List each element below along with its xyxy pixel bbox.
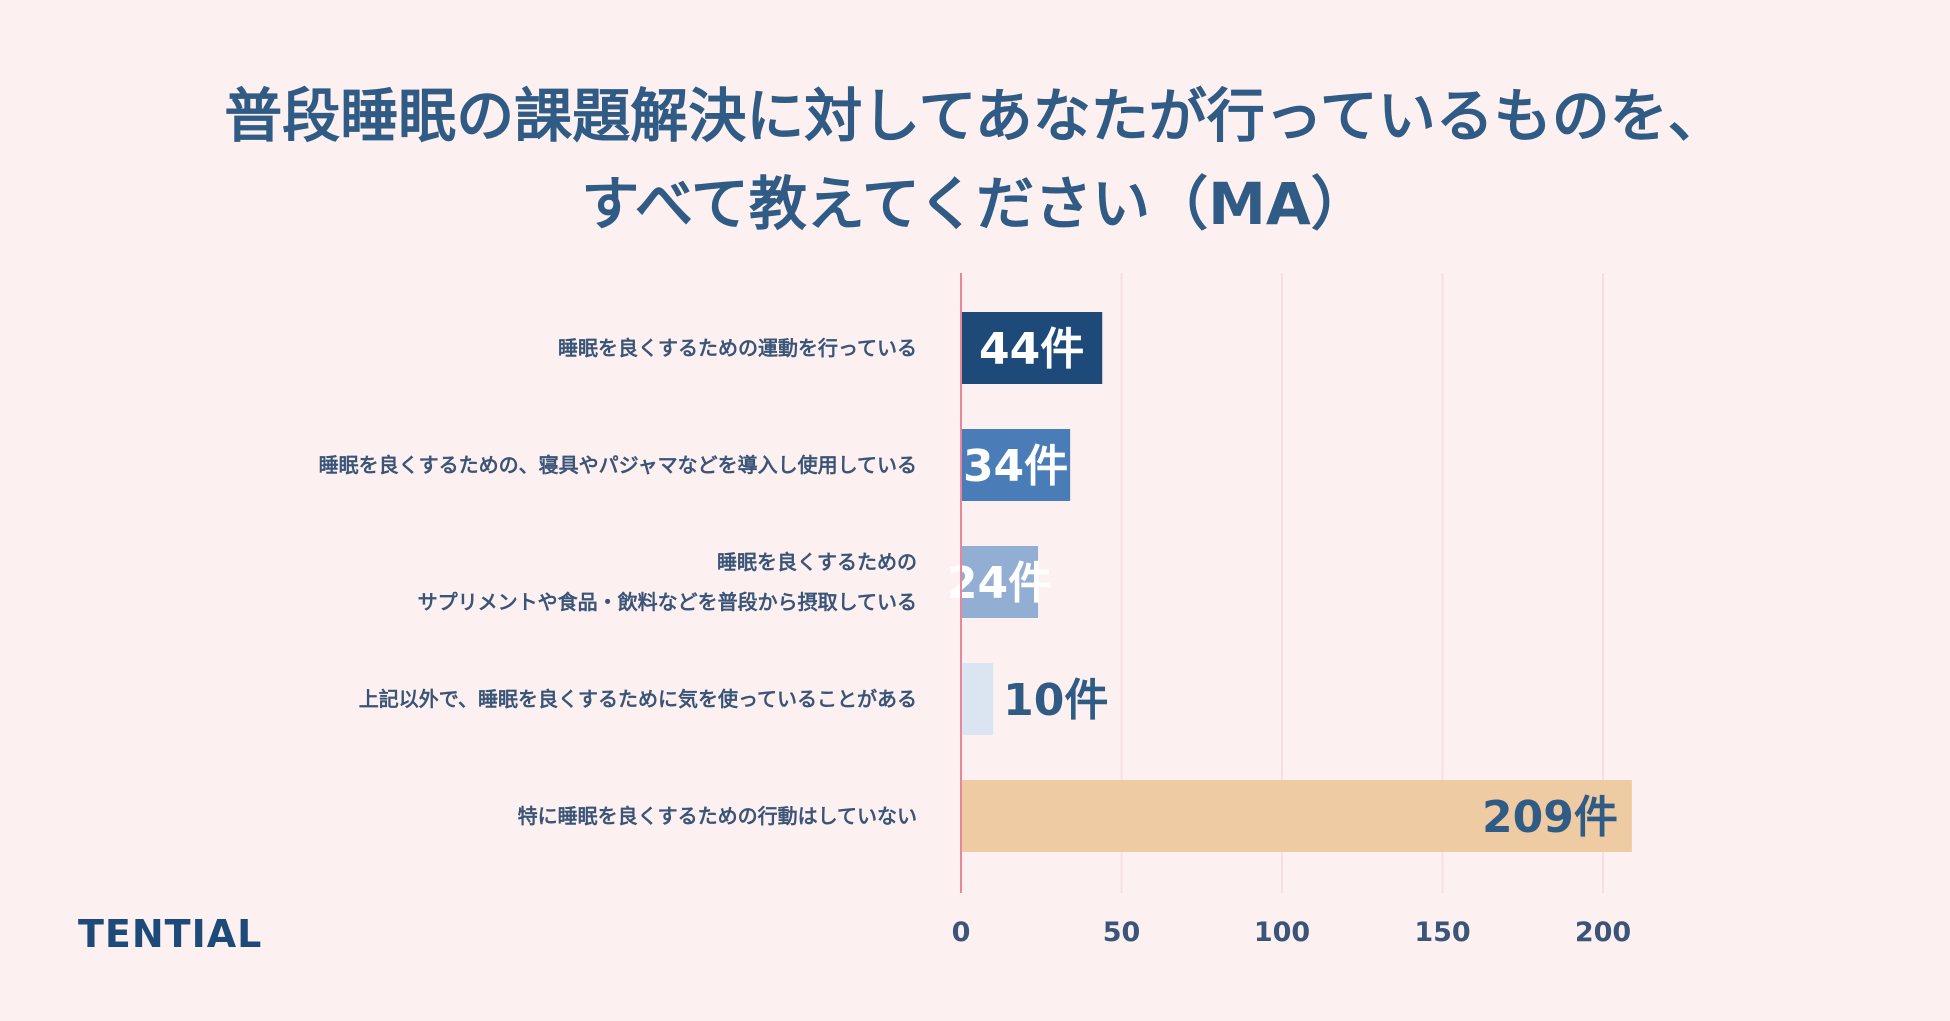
value-label-4: 209件: [1482, 792, 1618, 843]
x-tick-label-50: 50: [1103, 917, 1141, 948]
value-label-2: 24件: [947, 558, 1052, 609]
x-tick-label-150: 150: [1414, 917, 1470, 948]
value-label-3: 10件: [1003, 675, 1108, 726]
category-label-1: 睡眠を良くするための、寝具やパジャマなどを導入し使用している: [319, 453, 917, 477]
x-tick-label-0: 0: [952, 917, 971, 948]
chart-title-line-1: 普段睡眠の課題解決に対してあなたが行っているものを、: [224, 82, 1726, 150]
category-label-2-line-0: 睡眠を良くするための: [717, 550, 917, 574]
bar-3: [961, 663, 994, 735]
value-label-0: 44件: [979, 324, 1084, 375]
bar-2: [961, 546, 1039, 618]
x-tick-label-200: 200: [1575, 917, 1631, 948]
bar-4: [961, 780, 1632, 852]
bar-0: [961, 312, 1103, 384]
category-label-0: 睡眠を良くするための運動を行っている: [558, 336, 917, 360]
chart-title: 普段睡眠の課題解決に対してあなたが行っているものを、 すべて教えてください（MA…: [0, 72, 1950, 248]
category-label-3: 上記以外で、睡眠を良くするために気を使っていることがある: [359, 687, 917, 711]
value-label-1: 34件: [963, 441, 1068, 492]
bar-1: [961, 429, 1071, 501]
brand-logo: TENTIAL: [78, 912, 263, 956]
chart-title-line-2: すべて教えてください（MA）: [581, 170, 1369, 238]
category-label-2-line-1: サプリメントや食品・飲料などを普段から摂取している: [418, 590, 917, 614]
x-tick-label-100: 100: [1254, 917, 1310, 948]
category-label-4: 特に睡眠を良くするための行動はしていない: [518, 804, 917, 828]
